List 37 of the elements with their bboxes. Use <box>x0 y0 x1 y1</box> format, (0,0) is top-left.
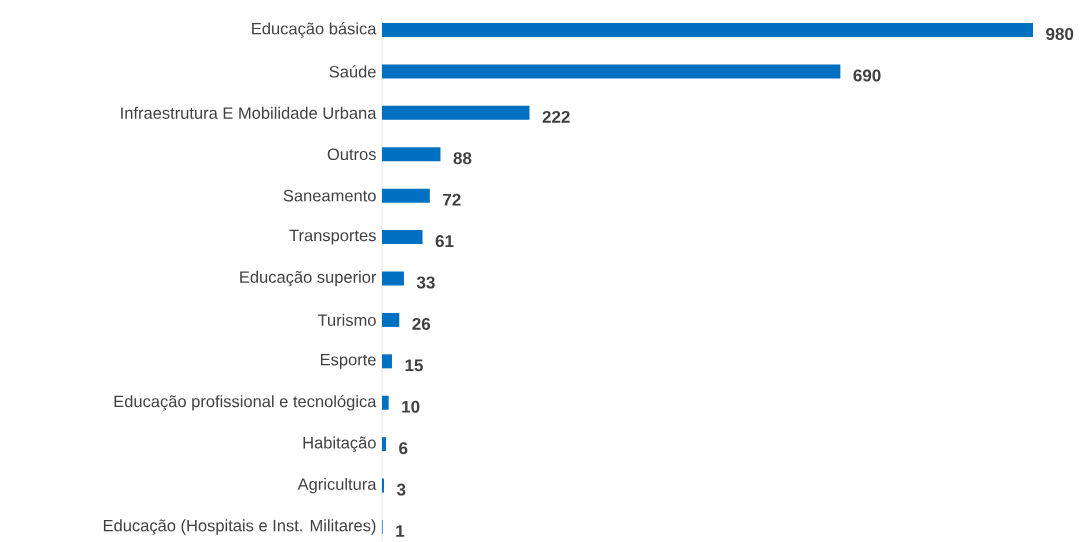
data-label: 26 <box>412 317 431 330</box>
bar <box>382 312 400 327</box>
bar <box>382 188 430 203</box>
data-label: 61 <box>435 235 454 248</box>
data-label: 980 <box>1046 27 1074 41</box>
data-label: 222 <box>542 110 570 123</box>
y-tick-label: Educação superior <box>240 270 377 287</box>
data-label: 33 <box>416 276 435 289</box>
bar <box>382 437 386 452</box>
y-tick-label: Educação básica <box>252 22 377 38</box>
y-tick-label: Agricultura <box>297 477 377 494</box>
data-label: 10 <box>402 400 420 413</box>
y-tick-label: Transportes <box>289 229 376 245</box>
data-label: 3 <box>396 483 406 496</box>
data-label: 690 <box>853 69 881 82</box>
bar <box>382 271 404 286</box>
y-tick-label: Turismo <box>317 313 376 326</box>
data-label: 88 <box>453 152 472 165</box>
y-tick-label: Educação (Hospitais e Inst. Militares) <box>103 519 376 535</box>
bar <box>382 64 841 79</box>
y-tick-label: Educação profissional e tecnológica <box>114 394 377 411</box>
data-label: 15 <box>405 359 423 372</box>
bar <box>382 105 530 120</box>
bar <box>382 23 1033 37</box>
data-label: 1 <box>396 525 405 537</box>
y-tick-label: Outros <box>327 148 376 161</box>
bar <box>382 147 441 162</box>
bar <box>382 230 423 245</box>
y-tick-label: Infraestrutura E Mobilidade Urbana <box>121 106 377 119</box>
bar <box>382 354 392 369</box>
bar <box>382 395 389 410</box>
y-tick-label: Saneamento <box>283 189 376 202</box>
y-tick-label: Saúde <box>329 65 376 78</box>
data-label: 72 <box>443 193 461 206</box>
y-tick-label: Esporte <box>320 353 376 369</box>
y-tick-label: Habitação <box>303 436 376 452</box>
data-label: 6 <box>399 442 408 455</box>
